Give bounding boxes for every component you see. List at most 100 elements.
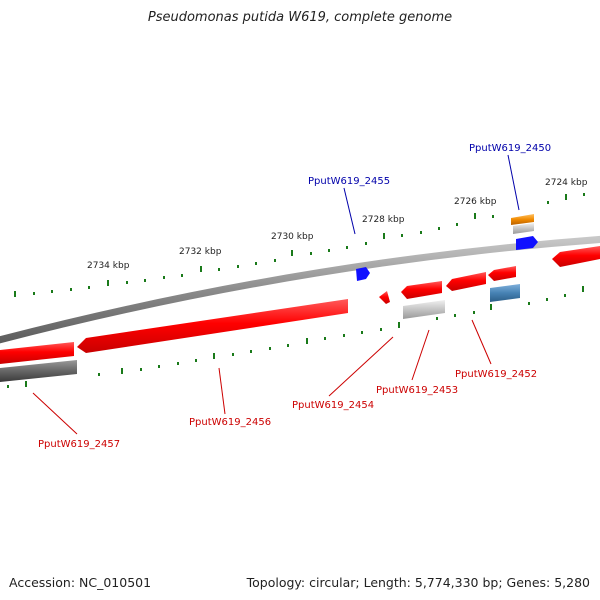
tick	[70, 288, 72, 291]
scale-label-2728: 2728 kbp	[362, 215, 405, 225]
feature-pputw619-2450-lower[interactable]	[513, 223, 534, 234]
cds-feature-pputw619-2453[interactable]	[401, 281, 442, 299]
tick	[473, 311, 475, 314]
tick	[255, 262, 257, 265]
tick	[492, 215, 494, 218]
pseudo-feature-pputw619-2455[interactable]	[356, 267, 370, 281]
tick	[213, 353, 215, 359]
feature-pputw619-2452[interactable]	[490, 284, 520, 302]
tick	[546, 298, 548, 301]
genome-summary-text: Topology: circular; Length: 5,774,330 bp…	[246, 575, 590, 590]
tick	[195, 359, 197, 362]
gene-label-pputw619-2453[interactable]: PputW619_2453	[376, 385, 458, 396]
cds-feature-pputw619-2456[interactable]	[77, 299, 348, 353]
gene-label-pputw619-2455[interactable]: PputW619_2455	[308, 176, 390, 187]
tick	[583, 193, 585, 196]
tick	[181, 274, 183, 277]
tick	[456, 223, 458, 226]
tick	[25, 381, 27, 387]
tick	[33, 292, 35, 295]
tick	[274, 259, 276, 262]
tick	[126, 281, 128, 284]
tick	[547, 201, 549, 204]
pseudo-features	[356, 236, 538, 281]
tick	[200, 266, 202, 272]
tick	[565, 194, 567, 200]
gene-label-pputw619-2456[interactable]: PputW619_2456	[189, 417, 271, 428]
tick	[140, 368, 142, 371]
scale-label-2732: 2732 kbp	[179, 247, 222, 257]
tick	[310, 252, 312, 255]
tick	[474, 213, 476, 219]
tick	[380, 328, 382, 331]
cds-feature[interactable]	[552, 246, 600, 267]
forward-strand-features	[0, 246, 600, 364]
reverse-strand-features	[0, 214, 534, 382]
leader-line-2455	[343, 187, 356, 235]
leader-line-2452	[471, 319, 492, 365]
feature-pputw619-2453[interactable]	[403, 300, 445, 319]
tick	[490, 304, 492, 310]
leader-line-2453	[411, 329, 430, 381]
tick	[324, 337, 326, 340]
tick	[328, 249, 330, 252]
map-title: Pseudomonas putida W619, complete genome	[147, 10, 453, 25]
tick	[237, 265, 239, 268]
pseudo-feature-pputw619-2450[interactable]	[516, 236, 538, 250]
tick	[269, 347, 271, 350]
cds-feature[interactable]	[0, 342, 74, 364]
tick	[401, 234, 403, 237]
tick	[454, 314, 456, 317]
label-leader-lines	[32, 154, 520, 435]
cds-feature-pputw619-2452[interactable]	[446, 272, 486, 291]
tick	[291, 250, 293, 256]
feature-pputw619-2457[interactable]	[0, 360, 77, 382]
tick	[163, 276, 165, 279]
tick	[7, 385, 9, 388]
scale-label-2726: 2726 kbp	[454, 197, 497, 207]
gene-label-pputw619-2457[interactable]: PputW619_2457	[38, 439, 120, 450]
tick	[232, 353, 234, 356]
tick	[51, 290, 53, 293]
cds-feature-pputw619-2454[interactable]	[379, 291, 390, 304]
tick	[564, 294, 566, 297]
gene-label-pputw619-2454[interactable]: PputW619_2454	[292, 400, 374, 411]
tick	[88, 286, 90, 289]
tick	[121, 368, 123, 374]
tick	[144, 279, 146, 282]
scale-label-2724: 2724 kbp	[545, 178, 588, 188]
tick	[107, 280, 109, 286]
tick	[14, 291, 16, 297]
tick	[287, 344, 289, 347]
scale-label-2730: 2730 kbp	[271, 232, 314, 242]
tick	[218, 268, 220, 271]
tick	[306, 338, 308, 344]
scale-label-2734: 2734 kbp	[87, 261, 130, 271]
tick	[365, 242, 367, 245]
leader-line-2456	[218, 367, 226, 415]
tick	[398, 322, 400, 328]
inner-tick-ring	[7, 286, 584, 388]
feature-pputw619-2450-upper[interactable]	[511, 214, 534, 225]
tick	[528, 302, 530, 305]
cds-feature[interactable]	[488, 266, 516, 281]
accession-text: Accession: NC_010501	[9, 575, 152, 590]
tick	[158, 365, 160, 368]
leader-line-2457	[32, 392, 78, 435]
tick	[346, 246, 348, 249]
tick	[438, 227, 440, 230]
tick	[177, 362, 179, 365]
tick	[98, 373, 100, 376]
tick	[582, 286, 584, 292]
gene-label-pputw619-2450[interactable]: PputW619_2450	[469, 143, 551, 154]
gene-label-pputw619-2452[interactable]: PputW619_2452	[455, 369, 537, 380]
tick	[250, 350, 252, 353]
tick	[420, 231, 422, 234]
leader-line-2454	[328, 336, 394, 397]
leader-line-2450	[507, 154, 520, 211]
tick	[436, 317, 438, 320]
tick	[383, 233, 385, 239]
tick	[343, 334, 345, 337]
tick	[361, 331, 363, 334]
